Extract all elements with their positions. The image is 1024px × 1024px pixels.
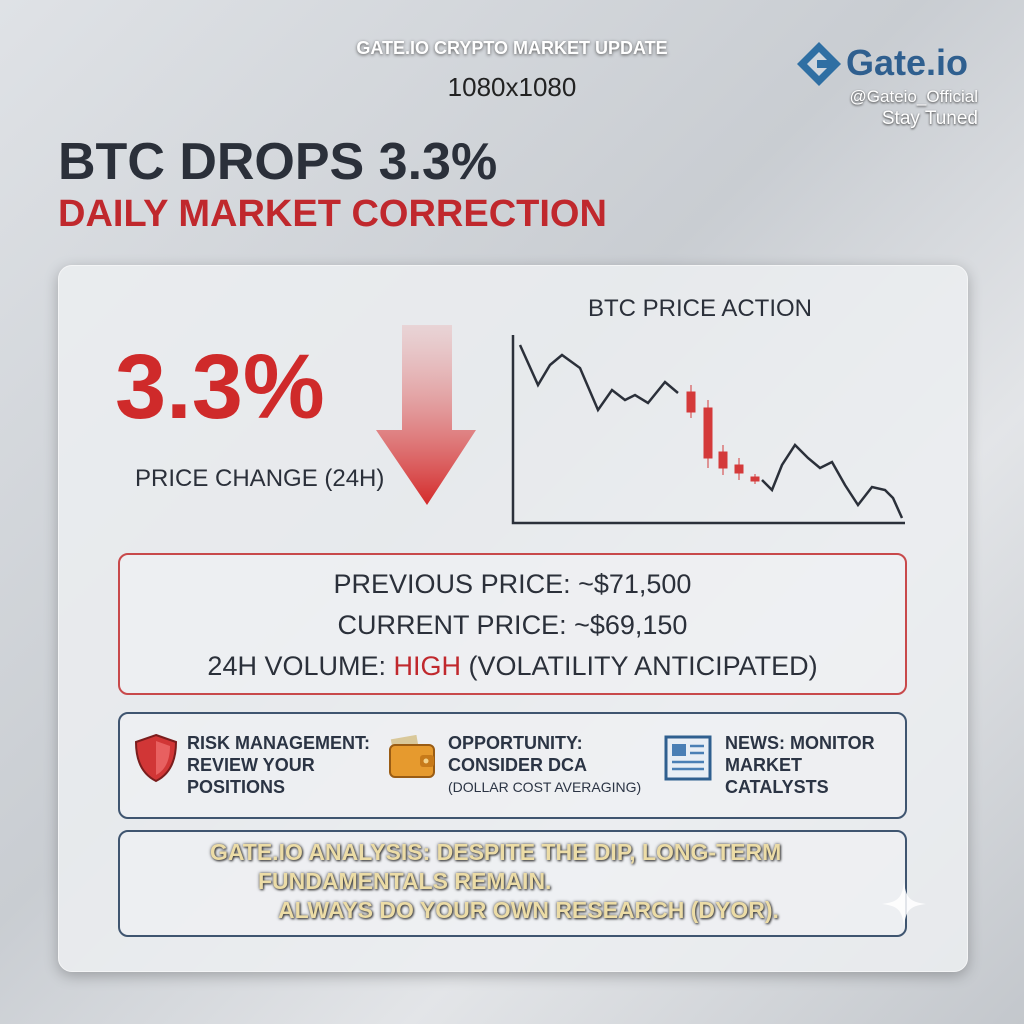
top-title: GATE.IO CRYPTO MARKET UPDATE: [356, 38, 668, 58]
tip: RISK MANAGEMENT: REVIEW YOUR POSITIONS: [187, 732, 370, 798]
price-box: [118, 553, 907, 695]
wallet-icon: [389, 735, 435, 778]
chart-axes: [511, 335, 905, 525]
volume-line: 24H VOLUME: HIGH (VOLATILITY ANTICIPATED…: [118, 651, 907, 682]
brand-logo: [797, 42, 841, 86]
subheadline: DAILY MARKET CORRECTION: [58, 193, 607, 235]
size-label: 1080x1080: [447, 72, 577, 102]
volume-note: (VOLATILITY ANTICIPATED): [468, 651, 818, 681]
tips-box: [118, 712, 907, 819]
tip-line: REVIEW YOUR: [187, 755, 315, 775]
volume-label: 24H VOLUME:: [207, 651, 386, 681]
volume-level: HIGH: [393, 651, 462, 681]
news-icon: [664, 735, 712, 781]
price-line: [761, 443, 904, 519]
stat-label: PRICE CHANGE (24H): [135, 465, 385, 492]
tip-line: CATALYSTS: [725, 777, 829, 797]
tip-line: RISK MANAGEMENT:: [187, 733, 370, 753]
tip: OPPORTUNITY: CONSIDER DCA (DOLLAR COST AVE…: [448, 732, 641, 798]
analysis-line: GATE.IO ANALYSIS: DESPITE THE DIP, LONG-…: [210, 839, 782, 865]
tip-line: (DOLLAR COST AVERAGING): [448, 779, 642, 795]
headline: BTC DROPS 3.3%: [58, 133, 498, 191]
sparkle: [882, 882, 926, 926]
current-price: CURRENT PRICE: ~$69,150: [337, 610, 688, 640]
tip: NEWS: MONITOR MARKET CATALYSTS: [725, 732, 875, 798]
candles: [686, 385, 760, 484]
graphics: [376, 325, 905, 525]
brand-name: Gate.io: [846, 42, 969, 83]
handle: @Gateio_Official: [849, 87, 978, 106]
previous-price: PREVIOUS PRICE: ~$71,500: [333, 569, 692, 599]
tagline: Stay Tuned: [881, 108, 978, 129]
price-line: [518, 344, 679, 413]
analysis-box: [118, 830, 907, 937]
tip-line: CONSIDER DCA: [448, 755, 588, 775]
analysis-line: FUNDAMENTALS REMAIN.: [258, 868, 552, 894]
analysis-line: ALWAYS DO YOUR OWN RESEARCH (DYOR).: [278, 897, 779, 923]
tip-line: MARKET: [725, 755, 802, 775]
tip-line: POSITIONS: [187, 777, 286, 797]
stat-value: 3.3%: [115, 336, 325, 438]
tip-line: NEWS: MONITOR: [725, 733, 875, 753]
chart-title: BTC PRICE ACTION: [587, 295, 813, 322]
analysis: GATE.IO ANALYSIS: DESPITE THE DIP, LONG-…: [118, 838, 907, 925]
shield-icon: [134, 733, 178, 783]
down-arrow: [376, 325, 476, 505]
tip-line: OPPORTUNITY:: [448, 733, 583, 753]
